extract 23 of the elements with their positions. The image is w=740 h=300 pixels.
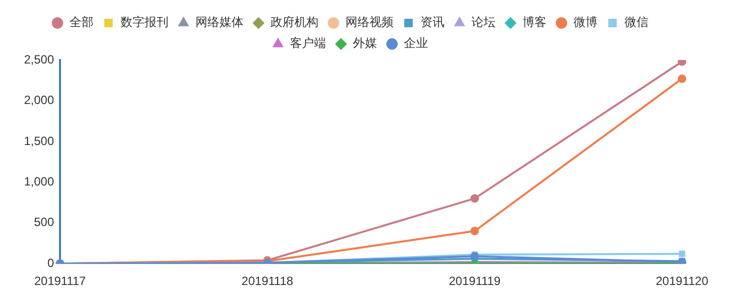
legend-label: 网络媒体 bbox=[196, 15, 244, 30]
x-tick-label: 20191120 bbox=[656, 274, 709, 288]
legend-label: 客户端 bbox=[290, 36, 326, 50]
legend-label: 政府机构 bbox=[270, 15, 318, 30]
legend-label: 博客 bbox=[522, 15, 546, 30]
x-tick-label: 20191117 bbox=[34, 274, 86, 288]
y-tick-label: 0 bbox=[47, 256, 54, 270]
legend-label: 微信 bbox=[624, 15, 648, 30]
legend-label: 数字报刊 bbox=[120, 15, 168, 30]
x-tick-label: 20191118 bbox=[242, 274, 294, 288]
y-tick-label: 2,000 bbox=[24, 93, 54, 108]
x-tick-label: 20191119 bbox=[448, 274, 501, 288]
y-tick-label: 2,500 bbox=[24, 52, 54, 66]
legend-label: 全部 bbox=[70, 15, 94, 30]
legend-label: 论坛 bbox=[472, 15, 496, 30]
legend-label: 资讯 bbox=[420, 15, 444, 30]
y-tick-label: 1,000 bbox=[24, 174, 54, 188]
y-tick-label: 1,500 bbox=[24, 134, 54, 148]
legend-label: 网络视频 bbox=[346, 15, 394, 30]
legend-label: 微博 bbox=[574, 15, 598, 30]
y-tick-label: 500 bbox=[34, 215, 54, 230]
legend-label: 企业 bbox=[404, 36, 428, 50]
legend-label: 外媒 bbox=[353, 36, 377, 50]
